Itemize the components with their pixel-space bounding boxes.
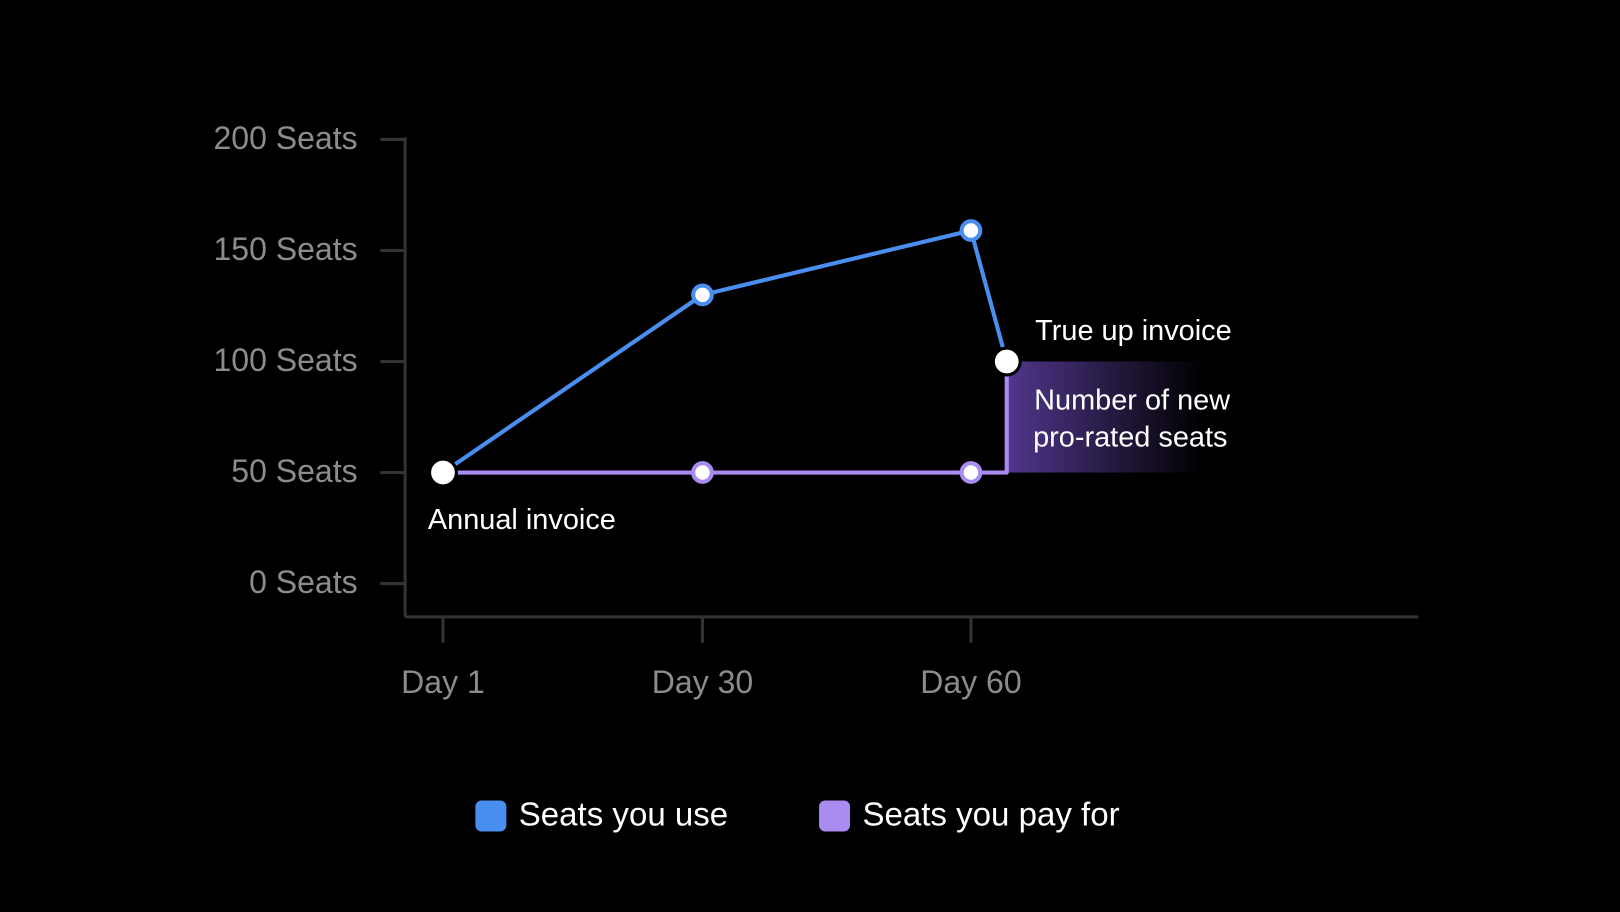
- legend-swatch: [475, 800, 507, 832]
- legend-label: Seats you use: [519, 797, 728, 834]
- legend-swatch: [819, 800, 851, 832]
- y-tick-label: 0 Seats: [249, 564, 358, 600]
- point: [959, 219, 983, 242]
- y-tick-label: 100 Seats: [214, 342, 358, 378]
- x-tick-label: Day 30: [652, 664, 753, 700]
- x-tick-label: Day 60: [920, 664, 1021, 700]
- invoice-point: [991, 346, 1022, 377]
- y-tick-label: 50 Seats: [231, 453, 357, 489]
- y-tick-label: 150 Seats: [214, 231, 358, 267]
- series-line: [441, 228, 1009, 475]
- invoice-point: [428, 457, 458, 488]
- point: [959, 461, 983, 484]
- legend-label: Seats you pay for: [862, 797, 1119, 834]
- annotation: Number of new: [1034, 384, 1230, 416]
- y-tick-label: 200 Seats: [214, 120, 358, 156]
- point: [691, 461, 714, 484]
- point: [691, 283, 714, 307]
- annotation: True up invoice: [1035, 315, 1232, 347]
- annotation: Annual invoice: [428, 504, 616, 536]
- annotation: pro-rated seats: [1033, 422, 1227, 454]
- pro-rated-area: [1006, 361, 1203, 473]
- x-tick-label: Day 1: [401, 664, 485, 700]
